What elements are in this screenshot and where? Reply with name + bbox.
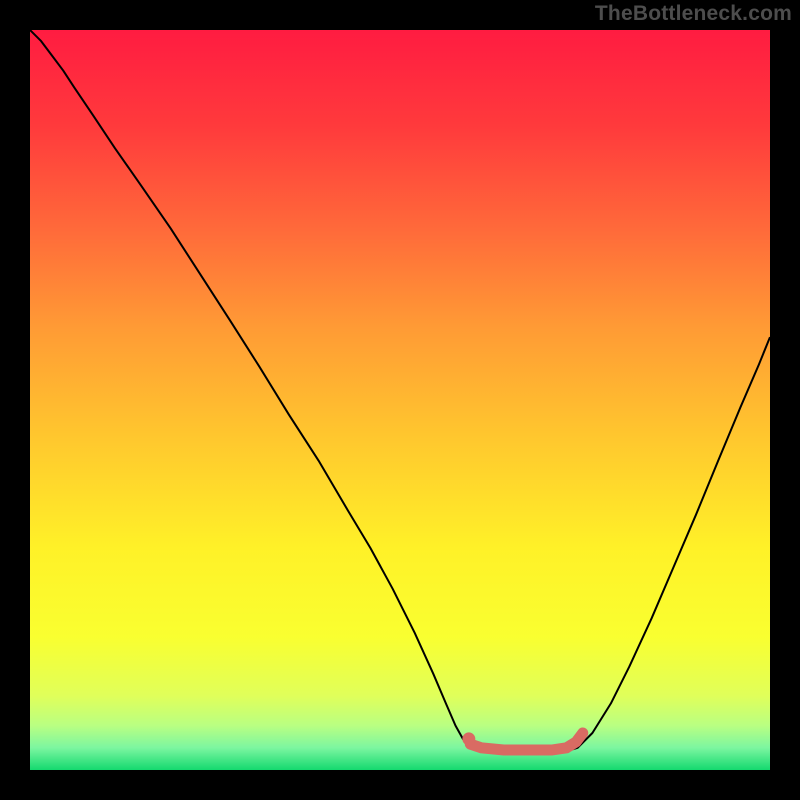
plot-svg — [30, 30, 770, 770]
plot-area — [30, 30, 770, 770]
highlight-dot-icon — [462, 732, 475, 745]
chart-stage: TheBottleneck.com — [0, 0, 800, 800]
watermark-text: TheBottleneck.com — [595, 2, 792, 26]
gradient-background-rect — [30, 30, 770, 770]
